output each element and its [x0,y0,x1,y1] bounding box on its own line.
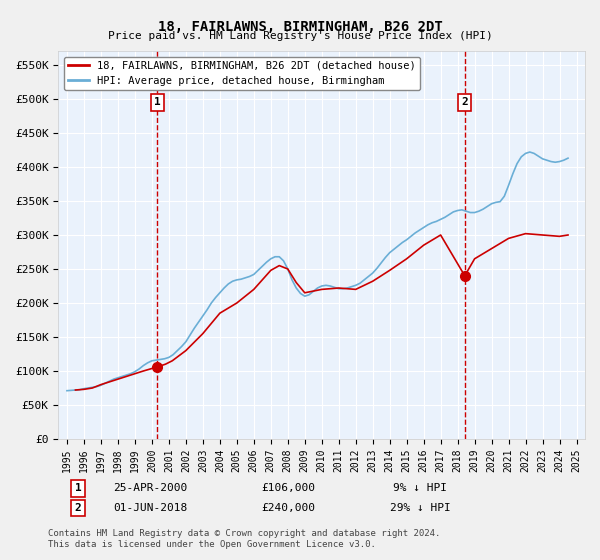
Text: £240,000: £240,000 [261,503,315,513]
Text: Price paid vs. HM Land Registry's House Price Index (HPI): Price paid vs. HM Land Registry's House … [107,31,493,41]
Text: 2: 2 [74,503,82,513]
Text: 25-APR-2000: 25-APR-2000 [113,483,187,493]
Text: 01-JUN-2018: 01-JUN-2018 [113,503,187,513]
Legend: 18, FAIRLAWNS, BIRMINGHAM, B26 2DT (detached house), HPI: Average price, detache: 18, FAIRLAWNS, BIRMINGHAM, B26 2DT (deta… [64,57,420,90]
Text: Contains HM Land Registry data © Crown copyright and database right 2024.
This d: Contains HM Land Registry data © Crown c… [48,529,440,549]
Text: 1: 1 [74,483,82,493]
Text: 18, FAIRLAWNS, BIRMINGHAM, B26 2DT: 18, FAIRLAWNS, BIRMINGHAM, B26 2DT [158,20,442,34]
Text: 1: 1 [154,97,161,108]
Text: 2: 2 [461,97,468,108]
Text: 29% ↓ HPI: 29% ↓ HPI [389,503,451,513]
Text: £106,000: £106,000 [261,483,315,493]
Text: 9% ↓ HPI: 9% ↓ HPI [393,483,447,493]
